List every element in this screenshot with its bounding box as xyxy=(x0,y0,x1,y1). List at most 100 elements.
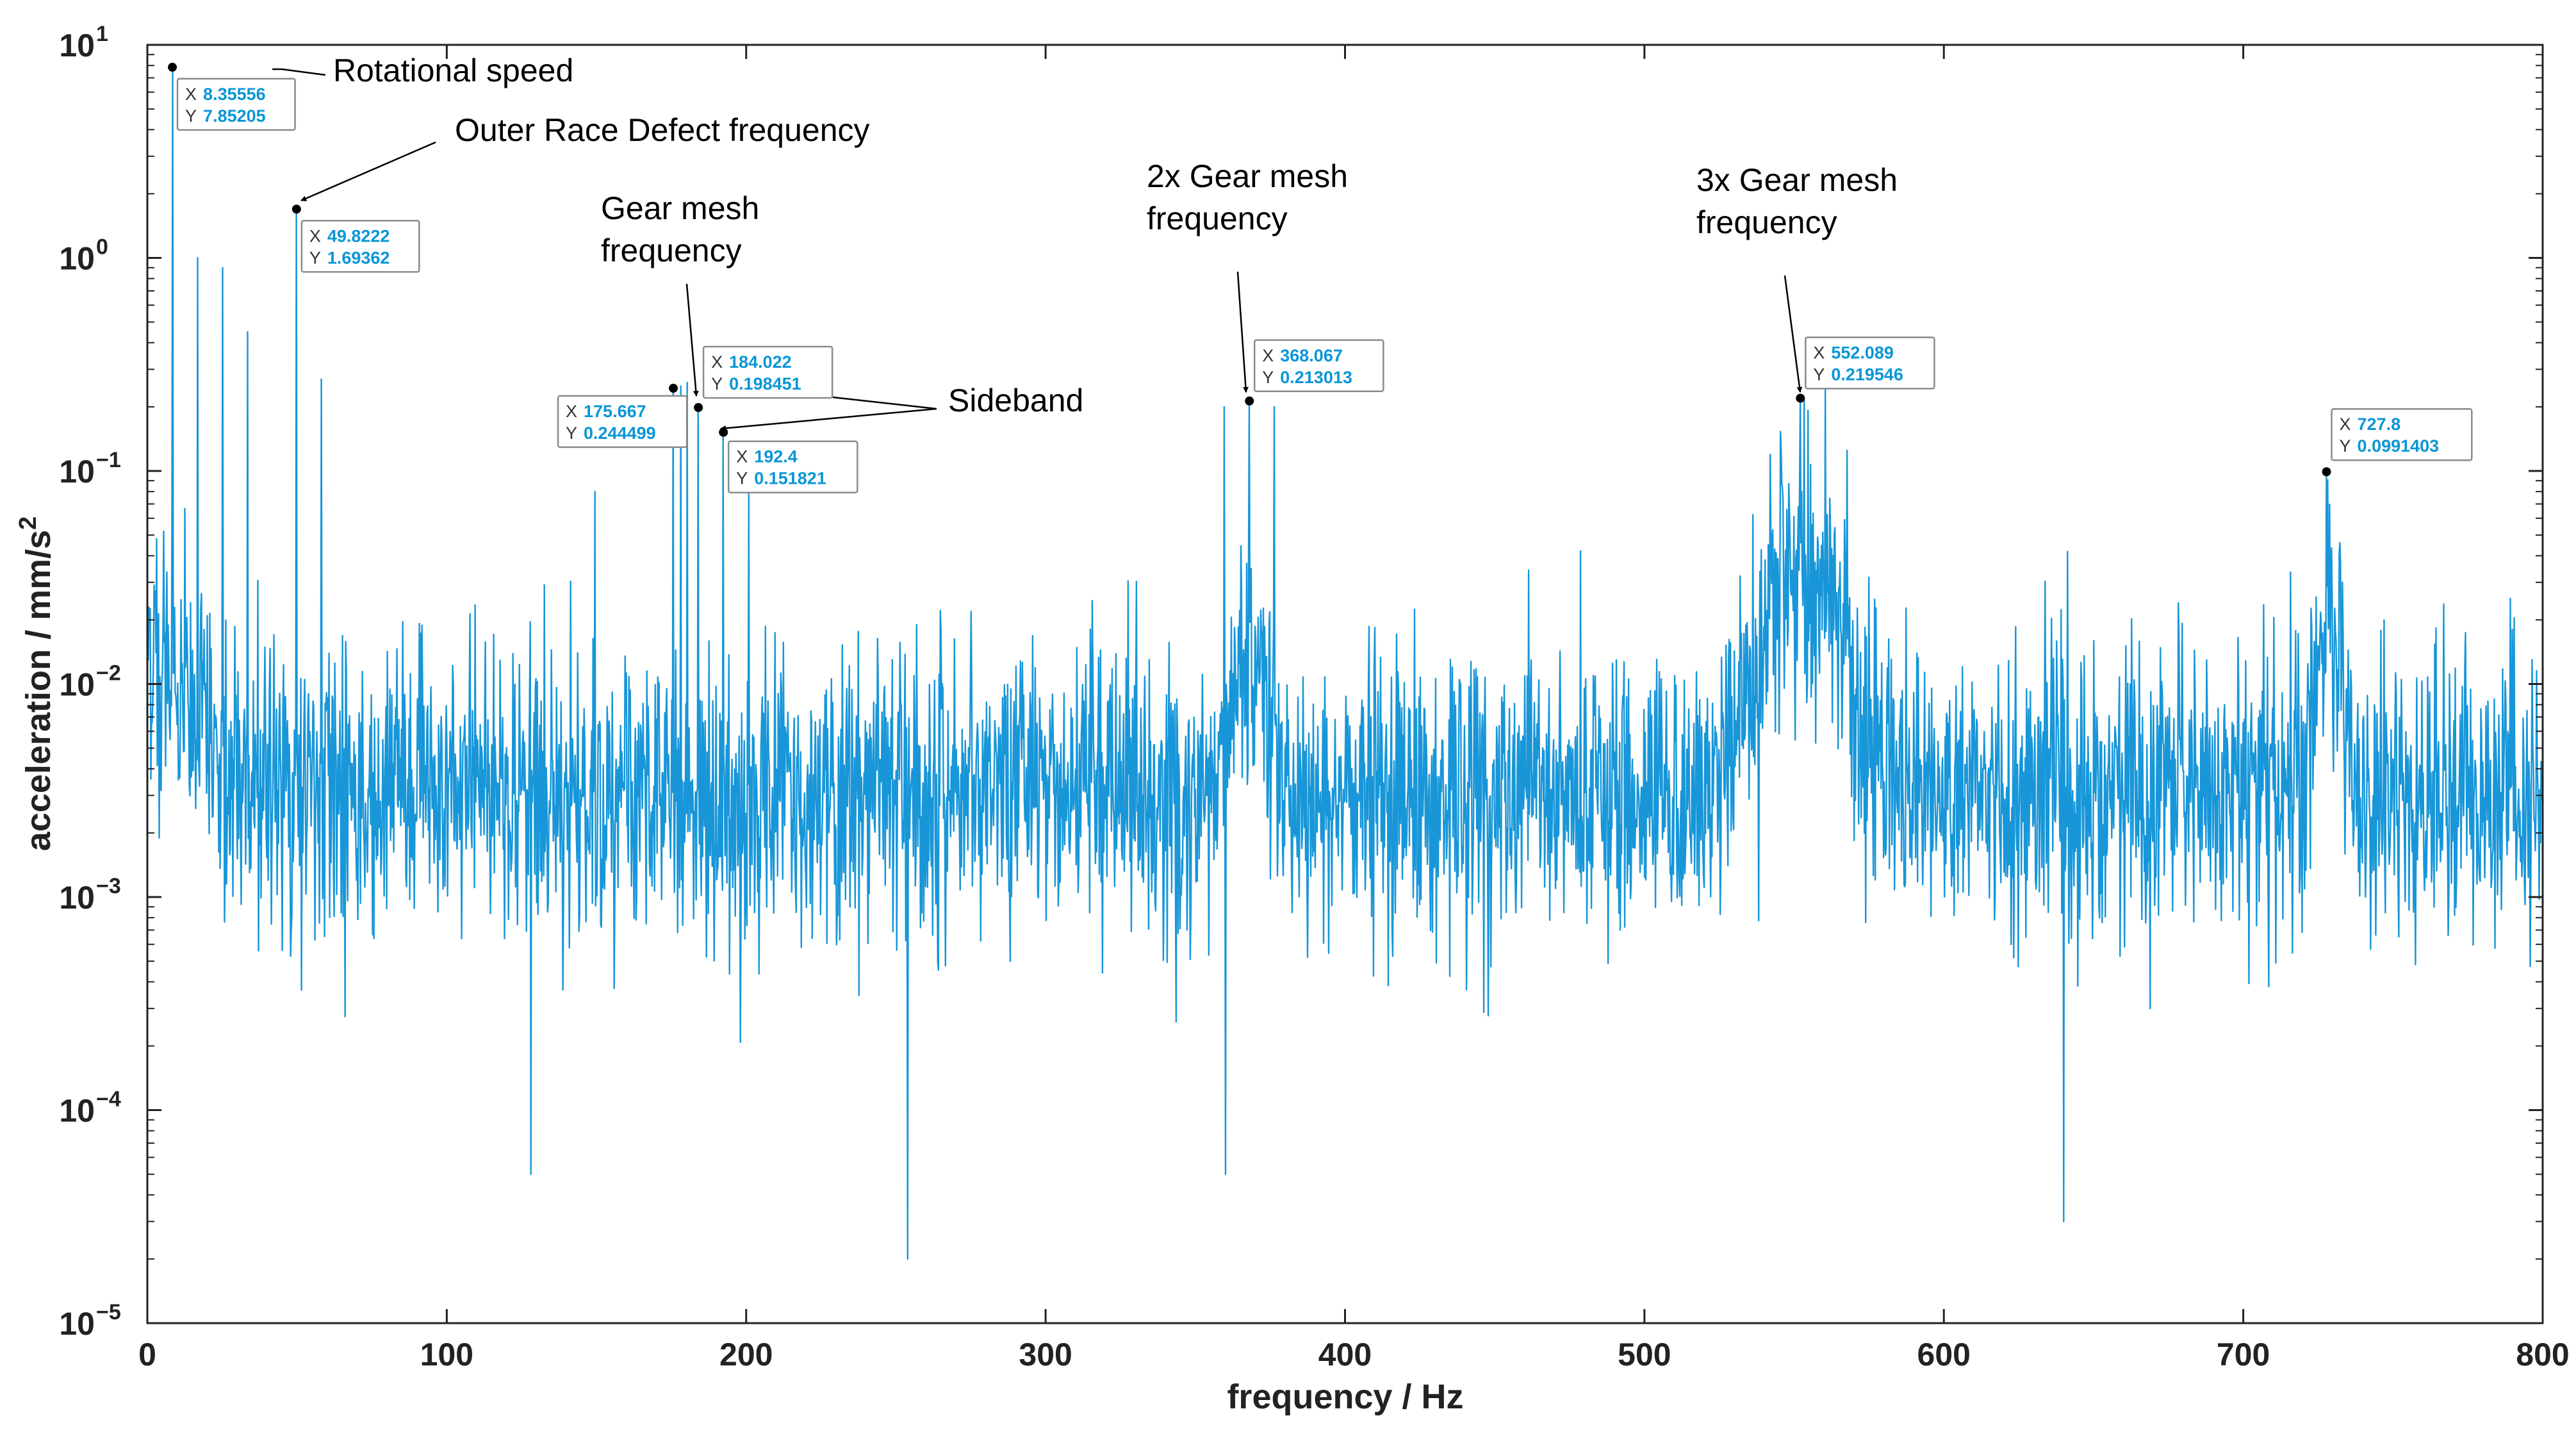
y-tick-exponent: −4 xyxy=(96,1087,121,1112)
gear-mesh-3x-arrow xyxy=(1784,275,1803,393)
datatip-y-value: 0.219546 xyxy=(1831,365,1903,384)
y-tick-exponent: 1 xyxy=(96,22,108,46)
sideband-line-upper xyxy=(832,396,937,410)
y-tick-exponent: −1 xyxy=(96,448,121,472)
datatip-y-value: 0.151821 xyxy=(754,469,826,488)
datatip-x-key: X xyxy=(185,85,197,104)
annotation-rotational-speed: Rotational speed xyxy=(333,53,573,88)
datatip-box xyxy=(727,440,858,493)
y-tick-exponent: −3 xyxy=(96,874,121,898)
datatips: X 8.35556 Y 7.85205 X 49.8222 Y 1.69362 X 175.667… xyxy=(168,62,2473,493)
annotation-sideband: Sideband xyxy=(948,383,1083,418)
y-tick-exponent: −5 xyxy=(96,1300,121,1324)
y-tick-base: 10 xyxy=(59,880,95,916)
annotation-gear-mesh-3x-line2: frequency xyxy=(1696,204,1837,240)
datatip-marker[interactable] xyxy=(719,427,728,437)
x-tick-label: 400 xyxy=(1318,1337,1372,1372)
x-tick-label: 100 xyxy=(420,1337,473,1372)
datatip-x-key: X xyxy=(1813,343,1825,362)
datatip-box xyxy=(176,78,296,131)
datatip-y-key: Y xyxy=(185,106,197,126)
datatip-box xyxy=(557,395,688,449)
y-tick-label: 101 xyxy=(59,22,108,63)
datatip-y-value: 0.244499 xyxy=(584,424,656,443)
rotational-speed-leader xyxy=(272,68,326,76)
datatip-y-key: Y xyxy=(309,248,321,267)
outer-race-arrow xyxy=(300,141,436,202)
datatip-marker[interactable] xyxy=(669,383,678,393)
sideband-arrow-lower xyxy=(720,408,937,431)
y-tick-label: 10−4 xyxy=(59,1087,120,1129)
spectrum-line xyxy=(147,66,2543,1260)
annotation-gear-mesh-line2: frequency xyxy=(601,233,742,268)
y-tick-base: 10 xyxy=(59,28,95,63)
x-tick-label: 500 xyxy=(1618,1337,1671,1372)
y-axis-label-main: acceleration / mm/s xyxy=(19,530,58,851)
y-tick-base: 10 xyxy=(59,1093,95,1129)
x-tick-label: 700 xyxy=(2217,1337,2270,1372)
datatip-y-key: Y xyxy=(736,469,748,488)
annotation-gear-mesh-2x-line1: 2x Gear mesh xyxy=(1147,158,1348,194)
datatip-y-key: Y xyxy=(711,374,723,393)
x-tick-label: 800 xyxy=(2516,1337,2569,1372)
datatip-y-key: Y xyxy=(1813,365,1825,384)
datatip-y-value: 7.85205 xyxy=(203,106,266,126)
annotation-gear-mesh-line1: Gear mesh xyxy=(601,190,759,226)
y-tick-base: 10 xyxy=(59,1306,95,1342)
datatip-y-key: Y xyxy=(2340,436,2351,456)
datatip-marker[interactable] xyxy=(694,403,703,413)
x-axis-label: frequency / Hz xyxy=(1227,1378,1463,1416)
y-tick-exponent: 0 xyxy=(96,235,108,260)
y-tick-label: 10−1 xyxy=(59,448,120,490)
x-tick-label: 200 xyxy=(719,1337,773,1372)
datatip-x-value: 184.022 xyxy=(729,352,792,372)
spectrum-series xyxy=(147,66,2543,1260)
y-tick-base: 10 xyxy=(59,241,95,277)
gear-mesh-2x-arrow xyxy=(1236,271,1249,393)
y-tick-base: 10 xyxy=(59,454,95,490)
y-tick-exponent: −2 xyxy=(96,661,121,686)
datatip-x-value: 49.8222 xyxy=(327,226,390,245)
y-tick-label: 10−5 xyxy=(59,1300,120,1342)
datatip-y-value: 0.0991403 xyxy=(2358,436,2440,456)
datatip-x-value: 192.4 xyxy=(754,447,798,466)
datatip-box xyxy=(1254,339,1384,393)
datatip-x-value: 368.067 xyxy=(1280,346,1343,365)
y-tick-base: 10 xyxy=(59,667,95,703)
datatip-marker[interactable] xyxy=(291,204,301,214)
x-tick-label: 300 xyxy=(1019,1337,1072,1372)
datatip-x-key: X xyxy=(1262,346,1274,365)
datatip-y-key: Y xyxy=(1262,368,1274,387)
datatip-box xyxy=(702,345,833,399)
datatip-x-value: 727.8 xyxy=(2358,415,2401,434)
x-tick-label: 0 xyxy=(138,1337,156,1372)
annotation-outer-race: Outer Race Defect frequency xyxy=(455,112,870,148)
annotation-gear-mesh-2x-line2: frequency xyxy=(1147,201,1288,236)
datatip-x-key: X xyxy=(309,226,321,245)
axis-ticks: 0 100 200 300 400 500 600 700 80010−510−410−310−… xyxy=(59,22,2569,1372)
datatip-box xyxy=(300,220,420,273)
datatip-marker[interactable] xyxy=(1245,396,1254,406)
datatip-box xyxy=(2331,408,2473,461)
datatip-y-value: 0.213013 xyxy=(1280,368,1352,387)
datatip-x-value: 552.089 xyxy=(1831,343,1894,362)
y-axis-label: acceleration / mm/s2 xyxy=(15,516,58,851)
y-tick-label: 10−3 xyxy=(59,874,120,916)
datatip-x-value: 8.35556 xyxy=(203,85,266,104)
datatip-x-value: 175.667 xyxy=(584,402,646,421)
datatip-x-key: X xyxy=(2340,415,2351,434)
datatip-marker[interactable] xyxy=(168,62,177,72)
datatip-x-key: X xyxy=(711,352,723,372)
annotation-labels: Rotational speed Outer Race Defect frequ… xyxy=(333,53,1898,418)
y-axis-label-exponent: 2 xyxy=(15,516,42,530)
datatip-y-value: 0.198451 xyxy=(729,374,801,393)
datatip-x-key: X xyxy=(566,402,577,421)
y-tick-label: 10−2 xyxy=(59,661,120,703)
datatip-marker[interactable] xyxy=(2322,467,2331,477)
datatip-y-key: Y xyxy=(566,424,577,443)
datatip-marker[interactable] xyxy=(1796,393,1805,403)
x-tick-label: 600 xyxy=(1917,1337,1971,1372)
annotation-arrows xyxy=(272,68,1803,431)
annotation-gear-mesh-3x-line1: 3x Gear mesh xyxy=(1696,162,1898,198)
